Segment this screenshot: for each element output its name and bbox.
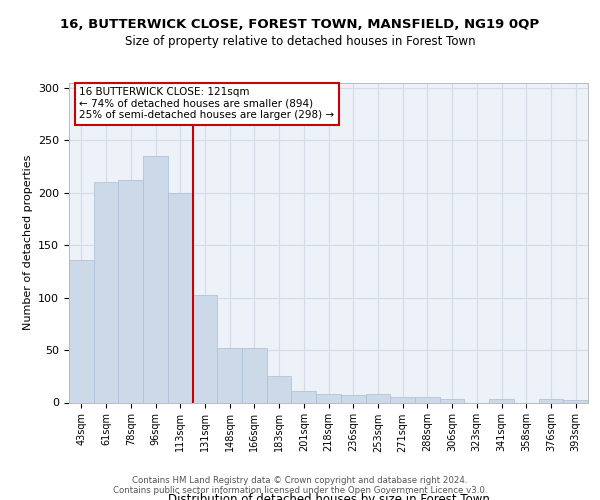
Bar: [563, 400, 588, 402]
Text: Contains public sector information licensed under the Open Government Licence v3: Contains public sector information licen…: [113, 486, 487, 495]
Bar: [316, 394, 341, 402]
Bar: [69, 260, 94, 402]
Bar: [292, 391, 316, 402]
Text: Size of property relative to detached houses in Forest Town: Size of property relative to detached ho…: [125, 35, 475, 48]
Bar: [168, 192, 193, 402]
Bar: [415, 398, 440, 402]
Text: 16 BUTTERWICK CLOSE: 121sqm
← 74% of detached houses are smaller (894)
25% of se: 16 BUTTERWICK CLOSE: 121sqm ← 74% of det…: [79, 88, 335, 120]
Bar: [489, 400, 514, 402]
Bar: [365, 394, 390, 402]
Bar: [193, 296, 217, 403]
Bar: [341, 395, 365, 402]
Bar: [217, 348, 242, 403]
Text: 16, BUTTERWICK CLOSE, FOREST TOWN, MANSFIELD, NG19 0QP: 16, BUTTERWICK CLOSE, FOREST TOWN, MANSF…: [61, 18, 539, 30]
Bar: [143, 156, 168, 402]
X-axis label: Distribution of detached houses by size in Forest Town: Distribution of detached houses by size …: [167, 494, 490, 500]
Y-axis label: Number of detached properties: Number of detached properties: [23, 155, 32, 330]
Bar: [242, 348, 267, 403]
Bar: [539, 400, 563, 402]
Bar: [118, 180, 143, 402]
Bar: [440, 400, 464, 402]
Text: Contains HM Land Registry data © Crown copyright and database right 2024.: Contains HM Land Registry data © Crown c…: [132, 476, 468, 485]
Bar: [390, 398, 415, 402]
Bar: [94, 182, 118, 402]
Bar: [267, 376, 292, 402]
